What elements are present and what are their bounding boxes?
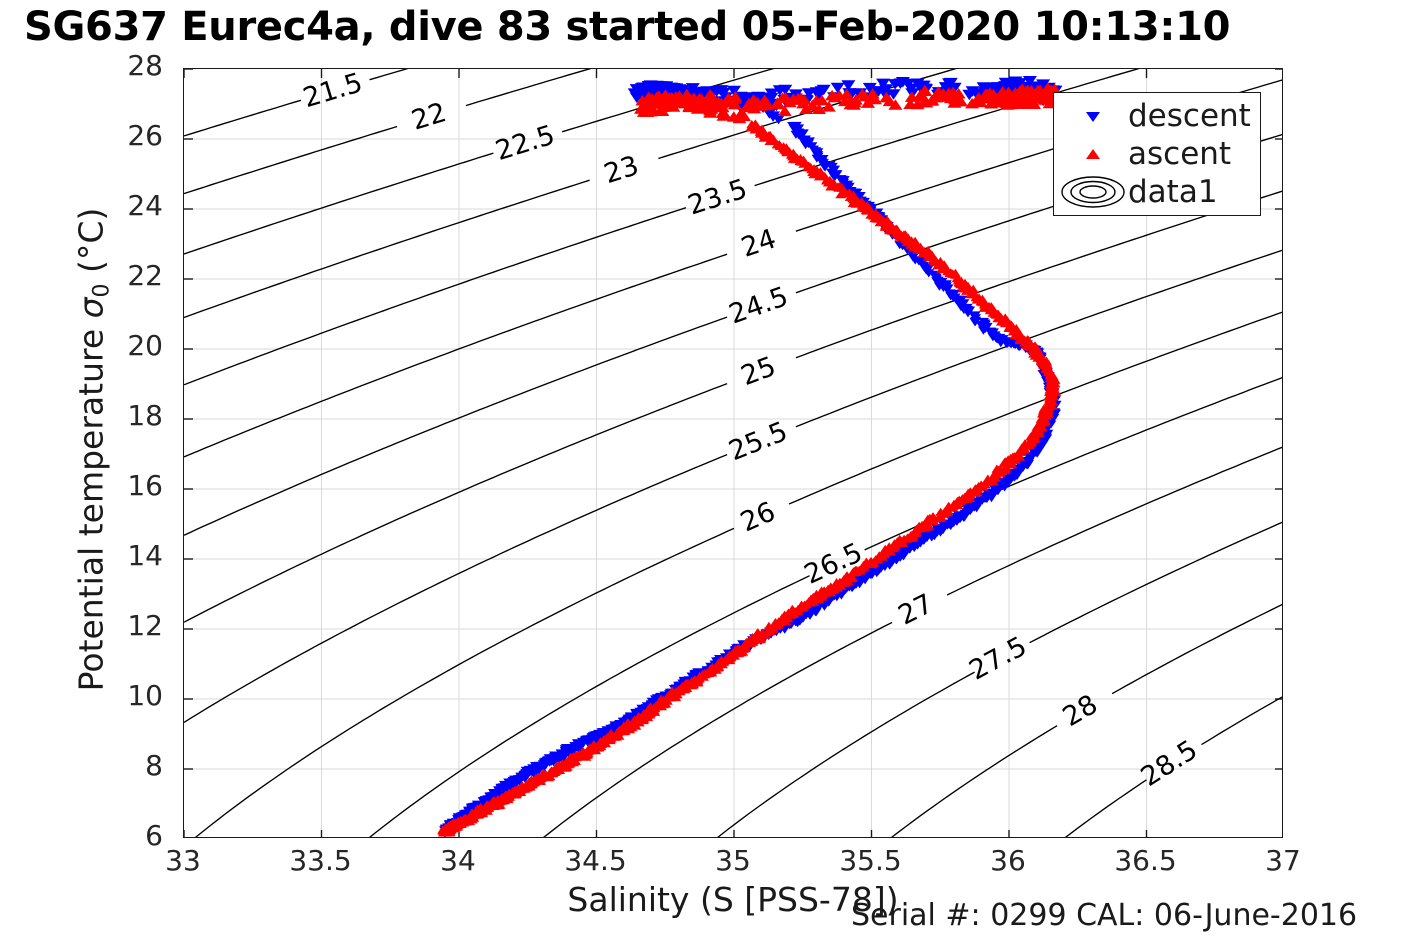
svg-text:28: 28 [1058,689,1103,733]
svg-text:22: 22 [408,97,450,137]
y-tick-label: 22 [127,259,163,292]
series-ascent [437,82,1063,837]
legend[interactable]: descent ascent data1 [1053,92,1261,216]
x-tick-label: 35 [715,844,751,877]
up-triangle-icon [1058,145,1128,163]
y-tick-label: 10 [127,679,163,712]
svg-text:25.5: 25.5 [725,416,792,467]
x-tick-label: 33 [165,844,201,877]
x-tick-label: 34 [440,844,476,877]
svg-text:27: 27 [894,588,939,631]
x-tick-label: 37 [1265,844,1301,877]
x-tick-label: 36 [990,844,1026,877]
legend-label-data1: data1 [1128,173,1218,210]
y-tick-label: 14 [127,539,163,572]
y-axis-label: Potential temperature σ0 (°C) [72,50,115,850]
legend-item-descent[interactable]: descent [1054,97,1260,135]
svg-text:22.5: 22.5 [492,120,559,167]
svg-text:26: 26 [736,496,780,538]
y-tick-label: 24 [127,189,163,222]
svg-text:27.5: 27.5 [964,631,1032,687]
contour-ellipses-icon [1058,174,1128,210]
sigma-symbol: σ [71,297,111,319]
legend-item-data1[interactable]: data1 [1054,173,1260,211]
down-triangle-icon [1058,107,1128,125]
serial-cal-footer: Serial #: 0299 CAL: 06-June-2016 [851,898,1358,933]
y-tick-label: 20 [127,329,163,362]
x-tick-label: 33.5 [289,844,352,877]
y-tick-label: 26 [127,119,163,152]
svg-text:23.5: 23.5 [684,174,751,222]
x-axis-label: Salinity (S [PSS-78]) [567,880,899,919]
y-tick-label: 28 [127,49,163,82]
svg-text:28.5: 28.5 [1136,734,1203,793]
svg-text:23: 23 [600,150,642,190]
x-tick-label: 34.5 [564,844,627,877]
y-tick-label: 12 [127,609,163,642]
x-tick-label: 36.5 [1114,844,1177,877]
y-tick-label: 16 [127,469,163,502]
y-tick-label: 8 [145,749,163,782]
svg-text:21.5: 21.5 [300,69,366,114]
legend-item-ascent[interactable]: ascent [1054,135,1260,173]
y-tick-label: 6 [145,819,163,852]
y-tick-label: 18 [127,399,163,432]
ts-data-markers [437,76,1063,837]
legend-label-ascent: ascent [1128,135,1232,172]
x-tick-label: 35.5 [839,844,902,877]
svg-text:24.5: 24.5 [725,281,792,330]
page-title: SG637 Eurec4a, dive 83 started 05-Feb-20… [24,4,1231,50]
legend-label-descent: descent [1128,97,1251,134]
svg-text:24: 24 [738,223,780,263]
svg-text:25: 25 [737,351,780,392]
